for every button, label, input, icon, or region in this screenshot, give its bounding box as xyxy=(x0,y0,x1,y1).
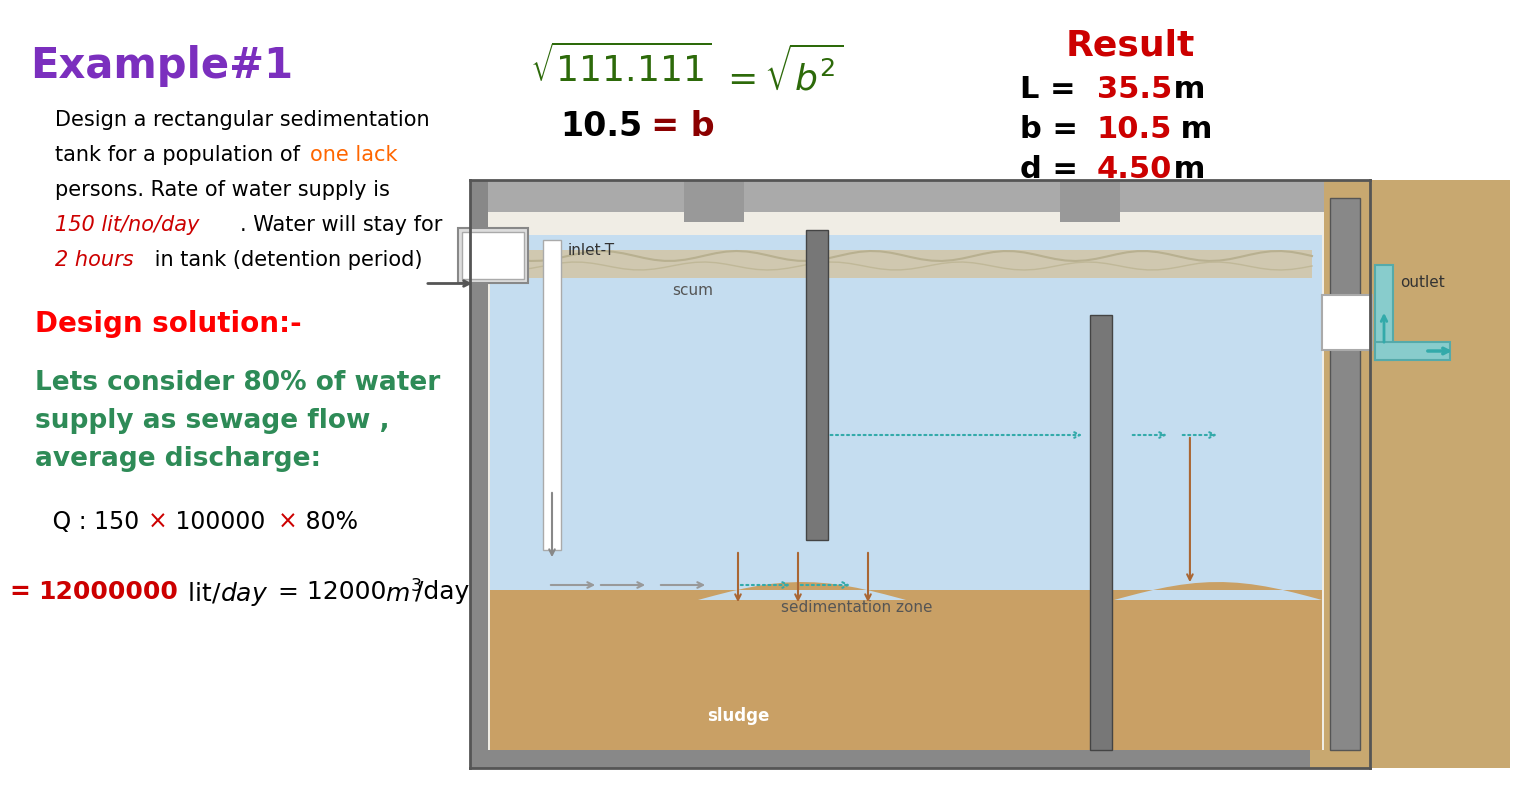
Text: $\sqrt{111.111}$: $\sqrt{111.111}$ xyxy=(530,45,711,89)
Text: Lets consider 80% of water: Lets consider 80% of water xyxy=(35,370,441,396)
Bar xyxy=(490,235,1322,630)
Text: m: m xyxy=(1170,115,1212,144)
Bar xyxy=(1310,180,1510,768)
Text: L =: L = xyxy=(1020,75,1086,104)
Text: scum: scum xyxy=(671,283,713,298)
Bar xyxy=(501,250,1312,278)
Text: d =: d = xyxy=(1020,155,1089,184)
Text: = b: = b xyxy=(628,110,714,143)
Text: in tank (detention period): in tank (detention period) xyxy=(147,250,422,270)
Text: sludge: sludge xyxy=(708,707,770,725)
Text: outlet: outlet xyxy=(1399,275,1445,290)
Text: m: m xyxy=(1163,155,1206,184)
Text: Example#1: Example#1 xyxy=(31,45,293,87)
Bar xyxy=(458,228,528,283)
Bar xyxy=(1060,180,1120,222)
Bar xyxy=(684,180,743,222)
Text: 150 lit/no/day: 150 lit/no/day xyxy=(55,215,200,235)
Bar xyxy=(488,198,1324,750)
Text: = 12000: = 12000 xyxy=(270,580,395,604)
Bar xyxy=(470,180,1370,768)
Text: inlet-T: inlet-T xyxy=(568,243,614,258)
Text: 10.5: 10.5 xyxy=(561,110,642,143)
Text: Design solution:-: Design solution:- xyxy=(35,310,301,338)
Text: b =: b = xyxy=(1020,115,1089,144)
Text: 2 hours: 2 hours xyxy=(55,250,134,270)
Bar xyxy=(1375,342,1450,360)
Text: $= \sqrt{b^2}$: $= \sqrt{b^2}$ xyxy=(720,45,843,97)
Text: m: m xyxy=(1163,75,1206,104)
Text: 35.5: 35.5 xyxy=(1097,75,1172,104)
Text: 10.5: 10.5 xyxy=(1097,115,1172,144)
Text: sedimentation zone: sedimentation zone xyxy=(780,600,932,615)
Bar xyxy=(1322,295,1372,350)
Bar xyxy=(488,180,1324,212)
Text: $m^3$: $m^3$ xyxy=(386,580,422,607)
Text: Result: Result xyxy=(1066,28,1195,62)
Polygon shape xyxy=(490,582,1322,618)
Text: 100000: 100000 xyxy=(167,510,273,534)
Bar xyxy=(462,232,524,279)
Text: /day: /day xyxy=(415,580,470,604)
Text: Q : 150: Q : 150 xyxy=(45,510,147,534)
Text: =: = xyxy=(11,580,40,604)
Text: tank for a population of: tank for a population of xyxy=(55,145,307,165)
Text: . Water will stay for: . Water will stay for xyxy=(240,215,442,235)
Text: average discharge:: average discharge: xyxy=(35,446,321,472)
Bar xyxy=(1330,198,1359,750)
Text: supply as sewage flow ,: supply as sewage flow , xyxy=(35,408,390,434)
Bar xyxy=(490,600,1322,750)
Text: Design a rectangular sedimentation: Design a rectangular sedimentation xyxy=(55,110,430,130)
Text: one lack: one lack xyxy=(310,145,398,165)
Text: lit/$\it{day}$: lit/$\it{day}$ xyxy=(180,580,269,608)
Bar xyxy=(1091,315,1112,750)
Text: 12000000: 12000000 xyxy=(38,580,178,604)
Text: ×: × xyxy=(147,510,167,534)
Bar xyxy=(806,230,828,540)
Text: 80%: 80% xyxy=(298,510,358,534)
Text: persons. Rate of water supply is: persons. Rate of water supply is xyxy=(55,180,390,200)
Text: 4.50: 4.50 xyxy=(1097,155,1172,184)
Bar xyxy=(1375,265,1393,360)
Text: ×: × xyxy=(278,510,298,534)
Bar xyxy=(544,240,561,550)
